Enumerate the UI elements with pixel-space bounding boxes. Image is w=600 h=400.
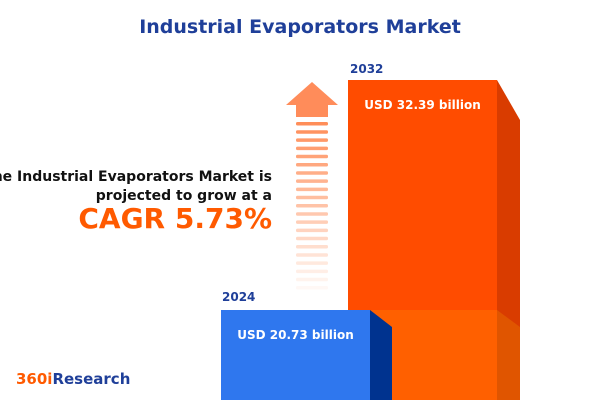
year-label-2024: 2024 [222,290,256,304]
arrow-stripe [296,163,328,167]
arrow-stripe [296,204,328,208]
arrow-stripe [296,286,328,290]
arrow-stripe [296,228,328,233]
arrow-stripe [296,220,328,224]
arrow-stripe [296,277,328,282]
value-label-2024: USD 20.73 billion [237,328,354,342]
arrow-stripe [296,122,328,126]
arrow-stripe [296,146,328,151]
year-label-2032: 2032 [350,62,384,76]
arrow-stripe [296,261,328,265]
arrow-stripe [296,236,328,241]
bar-2032-lower-side [497,310,520,400]
arrow-stripe [296,212,328,216]
arrow-stripe [296,187,328,192]
description: The Industrial Evaporators Market is pro… [0,168,272,206]
arrow-stripe [296,269,328,274]
bar-2024 [221,310,370,400]
arrow-stripe [296,130,328,134]
arrow-head [286,82,338,117]
arrow-stripe [296,245,328,249]
logo-part-2: Research [52,370,131,388]
arrow-stripe [296,154,328,159]
logo-part-1: 360i [16,370,53,388]
value-label-2032: USD 32.39 billion [364,98,481,112]
cagr-label: CAGR 5.73% [78,202,272,235]
arrow-stripe [296,195,328,200]
description-line-2: projected to grow at a [95,188,272,204]
arrow-stripe [296,179,328,183]
description-line-1: The Industrial Evaporators Market is [0,169,272,185]
growth-arrow-icon [286,82,338,290]
chart-title: Industrial Evaporators Market [139,16,461,38]
arrow-stripe [296,138,328,142]
logo: 360iResearch [16,370,130,388]
arrow-stripe [296,171,328,175]
bar-2024-side [370,310,392,400]
arrow-stripe [296,253,328,257]
